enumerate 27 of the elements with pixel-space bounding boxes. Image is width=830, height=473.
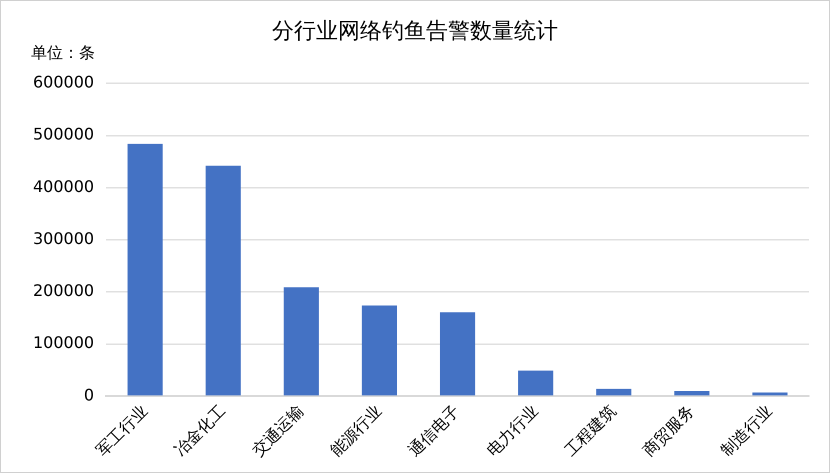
y-tick-label: 0: [84, 385, 94, 404]
y-tick-label: 100000: [33, 333, 94, 352]
bar: [284, 287, 319, 396]
y-tick-label: 300000: [33, 228, 94, 248]
bar: [362, 305, 398, 396]
x-tick-label: 交通运输: [248, 401, 308, 460]
y-axis-title: 单位：条: [31, 43, 95, 62]
chart-title: 分行业网络钓鱼告警数量统计: [272, 18, 558, 44]
bar: [440, 312, 476, 396]
bar: [518, 370, 554, 396]
x-tick-label: 通信电子: [404, 401, 464, 460]
bar: [596, 388, 632, 396]
x-tick-label: 工程建筑: [560, 401, 620, 460]
x-tick-label: 电力行业: [482, 401, 542, 460]
bar: [206, 166, 241, 396]
y-tick-label: 200000: [33, 281, 94, 300]
y-tick-label: 400000: [33, 176, 94, 196]
bar: [752, 392, 788, 396]
bar: [674, 390, 710, 396]
y-tick-label: 600000: [33, 72, 94, 92]
y-tick-label: 500000: [33, 124, 94, 144]
x-tick-label: 制造行业: [717, 401, 776, 460]
x-tick-label: 军工行业: [92, 401, 151, 460]
bar: [128, 144, 163, 396]
x-tick-label: 能源行业: [326, 401, 386, 460]
x-tick-label: 商贸服务: [638, 401, 698, 460]
x-tick-label: 冶金化工: [170, 401, 229, 460]
